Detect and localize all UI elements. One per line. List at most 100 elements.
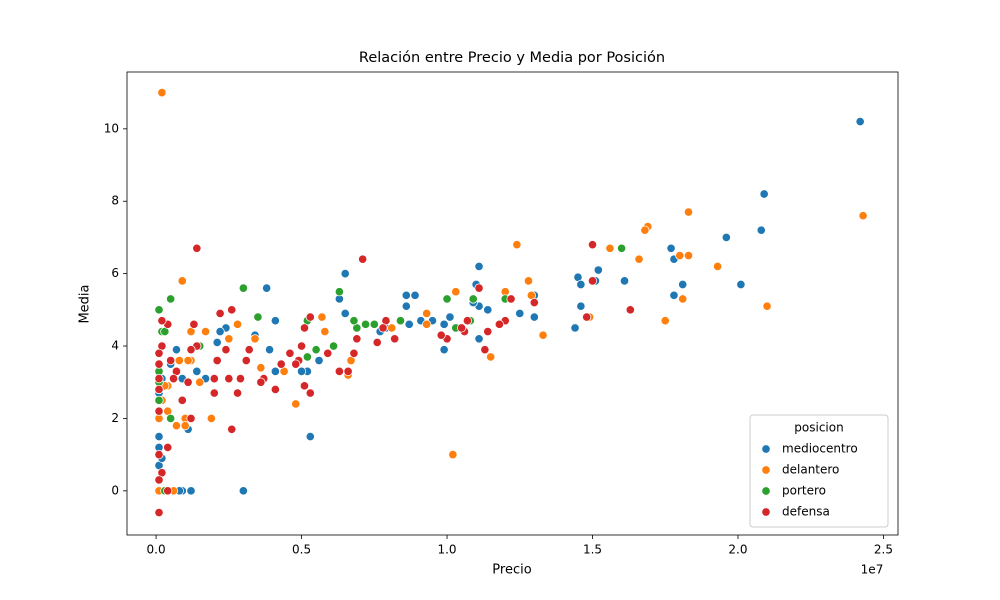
- point: [678, 279, 688, 290]
- point: [390, 334, 400, 344]
- point: [713, 261, 723, 271]
- point: [296, 341, 307, 351]
- point: [721, 232, 731, 243]
- point: [666, 243, 676, 253]
- point: [186, 413, 196, 424]
- point: [166, 294, 176, 304]
- point: [276, 359, 286, 369]
- point: [183, 355, 193, 366]
- point: [439, 345, 449, 355]
- y-tick-label: 0: [111, 483, 119, 497]
- point: [538, 330, 548, 340]
- x-tick-label: 1.0: [437, 543, 456, 557]
- chart-title: Relación entre Precio y Media por Posici…: [359, 50, 665, 66]
- point: [457, 323, 467, 333]
- point: [523, 276, 534, 286]
- point: [759, 189, 769, 199]
- point: [436, 330, 446, 340]
- point: [587, 240, 598, 250]
- point: [617, 243, 627, 253]
- point: [305, 312, 315, 322]
- point: [305, 431, 315, 442]
- point: [494, 319, 504, 329]
- point: [154, 450, 164, 460]
- point: [209, 388, 219, 398]
- point: [593, 265, 603, 275]
- point: [515, 308, 525, 319]
- point: [343, 366, 353, 376]
- legend-marker: [761, 486, 771, 496]
- point: [468, 294, 478, 304]
- point: [378, 323, 388, 333]
- point: [311, 345, 321, 355]
- point: [221, 345, 231, 355]
- point: [328, 341, 339, 351]
- point: [334, 287, 344, 297]
- point: [154, 406, 164, 416]
- point: [442, 294, 452, 304]
- point: [678, 294, 688, 304]
- point: [163, 442, 173, 452]
- point: [235, 374, 246, 384]
- point: [387, 323, 397, 333]
- x-tick-label: 1.5: [583, 543, 602, 557]
- legend-marker: [761, 465, 771, 475]
- point: [224, 374, 234, 384]
- point: [314, 355, 324, 366]
- point: [582, 312, 592, 322]
- point: [291, 359, 301, 369]
- legend-marker: [761, 507, 771, 517]
- y-tick-label: 10: [104, 121, 119, 135]
- point: [168, 374, 179, 384]
- point: [192, 243, 202, 253]
- point: [270, 384, 280, 395]
- point: [372, 337, 382, 347]
- point: [349, 316, 359, 326]
- point: [163, 486, 173, 496]
- point: [262, 283, 272, 293]
- point: [605, 243, 615, 253]
- point: [256, 363, 266, 373]
- legend-label: delantero: [782, 463, 839, 477]
- point: [154, 507, 164, 518]
- y-tick-label: 6: [111, 266, 119, 280]
- point: [224, 334, 234, 344]
- point: [174, 355, 184, 366]
- point: [486, 352, 496, 362]
- point: [422, 319, 432, 329]
- point: [401, 301, 411, 311]
- point: [756, 225, 766, 235]
- point: [369, 319, 379, 329]
- legend-title: posicion: [794, 421, 843, 435]
- point: [154, 374, 164, 384]
- point: [232, 319, 243, 329]
- point: [506, 294, 516, 304]
- axes-frame: [126, 71, 899, 536]
- point: [186, 486, 196, 496]
- point: [256, 377, 266, 387]
- point: [302, 352, 312, 362]
- point: [154, 384, 164, 395]
- point: [238, 486, 248, 496]
- point: [358, 254, 368, 264]
- point: [299, 381, 310, 391]
- point: [166, 355, 176, 366]
- point: [669, 290, 679, 300]
- point: [683, 250, 694, 261]
- point: [483, 305, 493, 315]
- point: [855, 117, 865, 127]
- point: [858, 211, 868, 221]
- point: [439, 319, 449, 329]
- point: [227, 424, 237, 434]
- point: [483, 326, 493, 337]
- point: [215, 308, 225, 319]
- point: [299, 323, 310, 333]
- point: [189, 319, 199, 329]
- point: [448, 450, 458, 460]
- x-tick-label: 2.5: [874, 543, 893, 557]
- point: [264, 345, 275, 355]
- point: [640, 225, 650, 235]
- x-tick-label: 2.0: [728, 543, 747, 557]
